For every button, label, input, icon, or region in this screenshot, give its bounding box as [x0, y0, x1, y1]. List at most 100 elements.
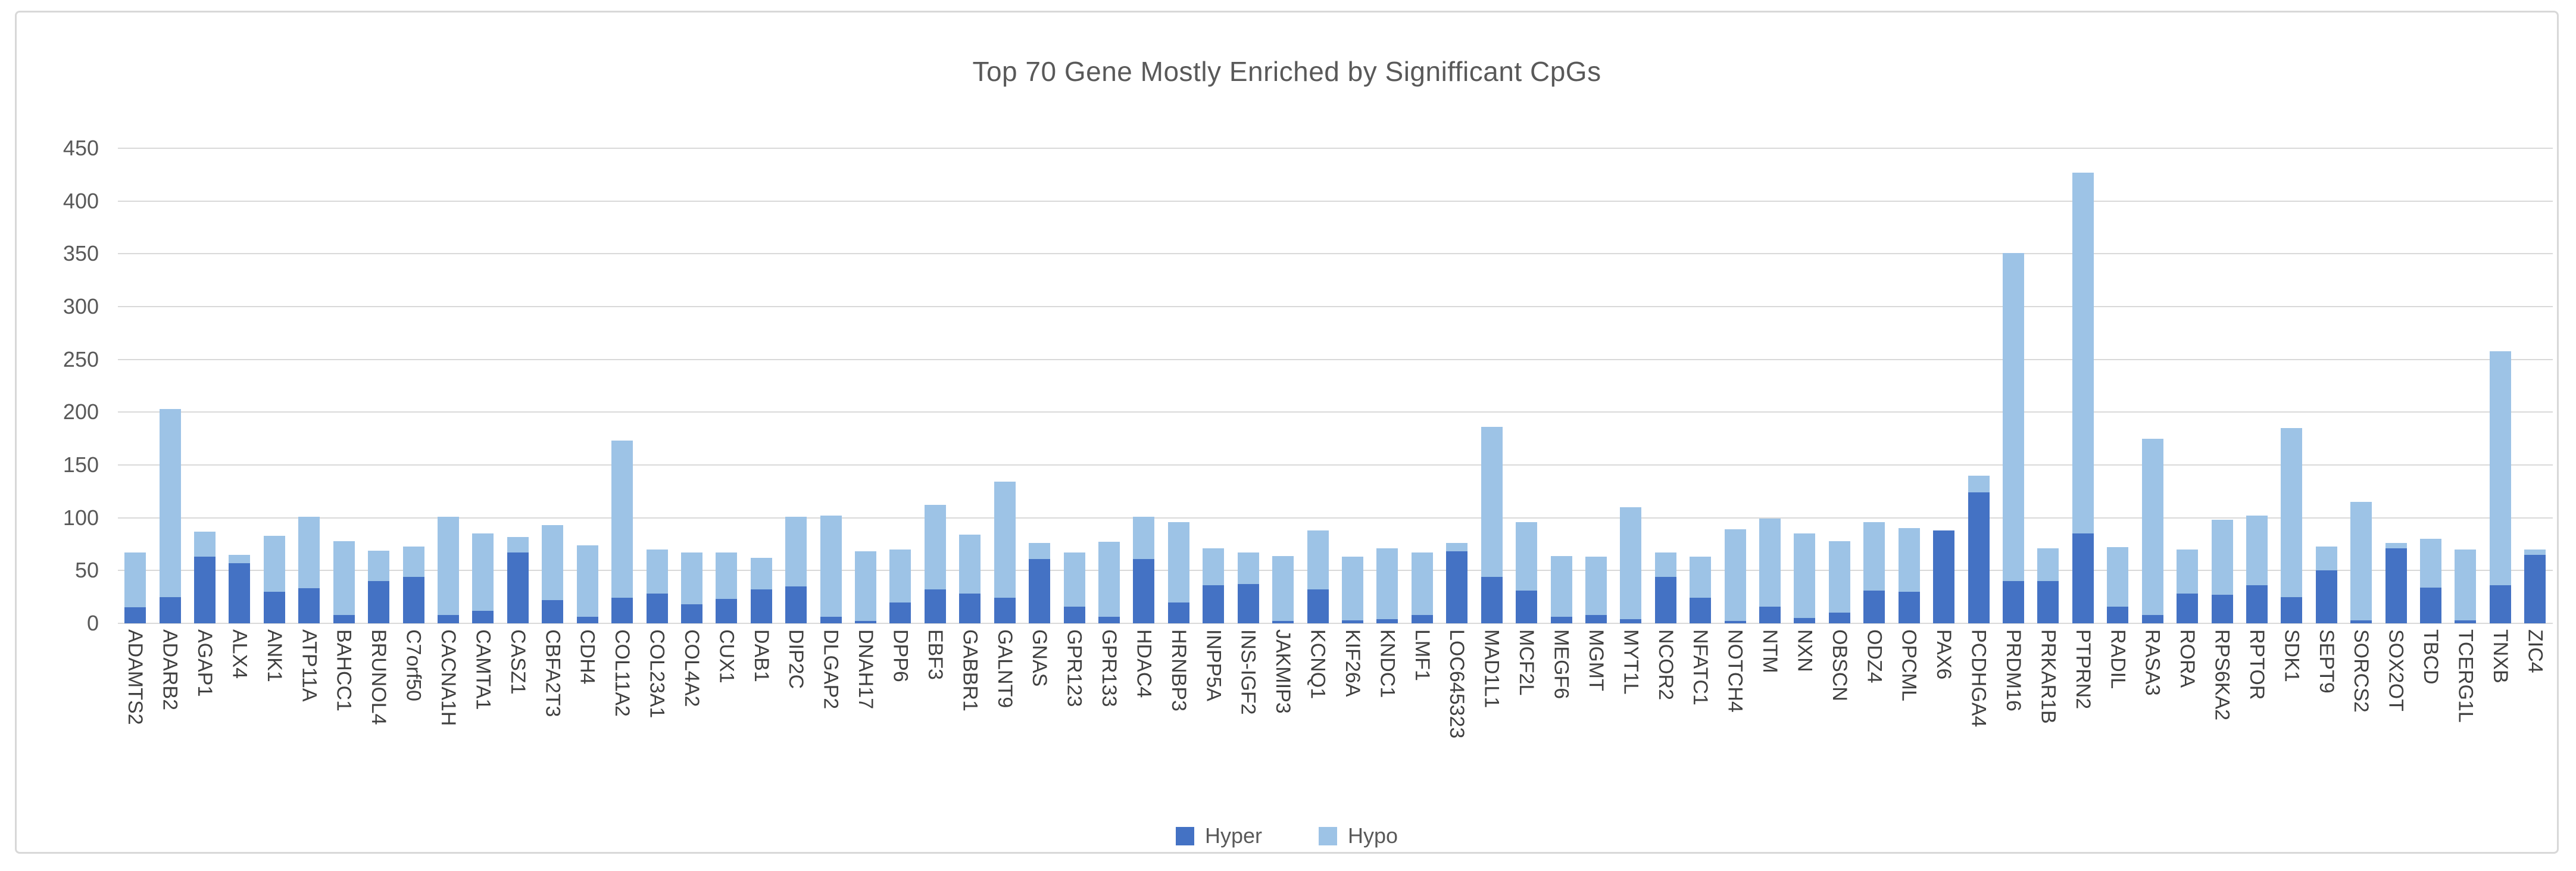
- bar-DPP6-hypo-segment[interactable]: [889, 549, 911, 602]
- bar-DPP6-hyper-segment[interactable]: [889, 602, 911, 623]
- bar-PTPRN2[interactable]: [2072, 172, 2094, 623]
- bar-DIP2C-hyper-segment[interactable]: [785, 586, 807, 623]
- bar-CBFA2T3[interactable]: [542, 525, 564, 623]
- bar-KIF26A-hyper-segment[interactable]: [1341, 620, 1363, 623]
- bar-RADIL-hyper-segment[interactable]: [2107, 606, 2129, 623]
- bar-ODZ4-hyper-segment[interactable]: [1863, 591, 1885, 623]
- bar-OBSCN-hyper-segment[interactable]: [1828, 613, 1850, 623]
- bar-RASA3-hypo-segment[interactable]: [2141, 438, 2163, 615]
- bar-MYT1L-hyper-segment[interactable]: [1620, 619, 1642, 623]
- bar-KNDC1-hyper-segment[interactable]: [1376, 619, 1398, 623]
- legend-item-hyper[interactable]: Hyper: [1175, 823, 1262, 848]
- bar-GNAS-hypo-segment[interactable]: [1029, 543, 1051, 559]
- bar-GNAS-hyper-segment[interactable]: [1029, 558, 1051, 623]
- bar-RORA[interactable]: [2177, 549, 2199, 623]
- bar-OBSCN-hypo-segment[interactable]: [1828, 541, 1850, 613]
- bar-COL11A2-hyper-segment[interactable]: [611, 598, 633, 623]
- bar-RPS6KA2-hypo-segment[interactable]: [2211, 520, 2233, 595]
- bar-GALNT9[interactable]: [994, 482, 1016, 623]
- bar-INS-IGF2[interactable]: [1237, 552, 1259, 623]
- bar-CDH4-hyper-segment[interactable]: [576, 617, 598, 623]
- bar-MEGF6[interactable]: [1550, 555, 1572, 623]
- bar-ANK1-hyper-segment[interactable]: [263, 591, 285, 623]
- bar-PCDHGA4-hypo-segment[interactable]: [1968, 475, 1990, 493]
- bar-RPTOR[interactable]: [2246, 516, 2268, 623]
- bar-CBFA2T3-hyper-segment[interactable]: [542, 600, 564, 623]
- bar-ANK1-hypo-segment[interactable]: [263, 535, 285, 592]
- bar-BAHCC1-hyper-segment[interactable]: [333, 614, 355, 623]
- bar-TBCD[interactable]: [2420, 539, 2442, 623]
- bar-HRNBP3[interactable]: [1167, 522, 1189, 623]
- bar-SORCS2[interactable]: [2350, 502, 2372, 623]
- bar-EBF3[interactable]: [924, 505, 946, 623]
- bar-CAMTA1-hyper-segment[interactable]: [472, 610, 494, 623]
- bar-MYT1L-hypo-segment[interactable]: [1620, 507, 1642, 619]
- bar-COL23A1[interactable]: [646, 549, 668, 623]
- bar-NFATC1-hyper-segment[interactable]: [1690, 598, 1712, 623]
- bar-GNAS[interactable]: [1029, 543, 1051, 623]
- bar-DNAH17[interactable]: [855, 551, 877, 623]
- bar-DAB1-hypo-segment[interactable]: [750, 558, 772, 590]
- bar-GPR133[interactable]: [1098, 542, 1120, 623]
- bar-JAKMIP3[interactable]: [1272, 555, 1294, 623]
- bar-CUX1-hyper-segment[interactable]: [716, 599, 738, 623]
- bar-SEPT9-hyper-segment[interactable]: [2315, 570, 2337, 623]
- bar-NCOR2-hypo-segment[interactable]: [1654, 552, 1676, 577]
- bar-PRDM16-hypo-segment[interactable]: [2002, 252, 2024, 582]
- bar-SEPT9-hypo-segment[interactable]: [2315, 546, 2337, 571]
- bar-CASZ1[interactable]: [507, 536, 529, 623]
- bar-MGMT-hypo-segment[interactable]: [1585, 557, 1607, 615]
- bar-INPP5A-hypo-segment[interactable]: [1203, 548, 1225, 586]
- bar-RPS6KA2-hyper-segment[interactable]: [2211, 595, 2233, 623]
- bar-C7orf50-hypo-segment[interactable]: [402, 546, 424, 577]
- bar-AGAP1[interactable]: [194, 531, 216, 623]
- bar-INS-IGF2-hyper-segment[interactable]: [1237, 584, 1259, 623]
- bar-DLGAP2[interactable]: [820, 516, 842, 623]
- bar-ANK1[interactable]: [263, 535, 285, 623]
- bar-BRUNOL4[interactable]: [368, 550, 390, 623]
- bar-ZIC4-hyper-segment[interactable]: [2524, 554, 2546, 623]
- bar-OPCML-hyper-segment[interactable]: [1898, 591, 1920, 623]
- bar-KCNQ1[interactable]: [1307, 530, 1329, 623]
- bar-SOX2OT[interactable]: [2385, 543, 2407, 623]
- bar-PRDM16[interactable]: [2002, 252, 2024, 623]
- bar-GABBR1-hyper-segment[interactable]: [959, 594, 981, 623]
- bar-RADIL-hypo-segment[interactable]: [2107, 547, 2129, 607]
- bar-TNXB-hypo-segment[interactable]: [2489, 351, 2511, 586]
- bar-RPTOR-hypo-segment[interactable]: [2246, 516, 2268, 586]
- bar-TCERG1L-hyper-segment[interactable]: [2455, 620, 2477, 623]
- bar-C7orf50-hyper-segment[interactable]: [402, 576, 424, 623]
- bar-PAX6[interactable]: [1933, 530, 1955, 623]
- bar-LMF1-hypo-segment[interactable]: [1411, 552, 1433, 615]
- bar-LOC645323[interactable]: [1446, 543, 1468, 623]
- bar-SDK1-hypo-segment[interactable]: [2281, 427, 2303, 597]
- bar-ALX4[interactable]: [229, 554, 251, 623]
- bar-PCDHGA4[interactable]: [1968, 475, 1990, 623]
- bar-SEPT9[interactable]: [2315, 546, 2337, 623]
- bar-ODZ4-hypo-segment[interactable]: [1863, 522, 1885, 591]
- bar-CACNA1H[interactable]: [438, 516, 459, 623]
- bar-CASZ1-hypo-segment[interactable]: [507, 536, 529, 553]
- bar-AGAP1-hyper-segment[interactable]: [194, 557, 216, 623]
- bar-JAKMIP3-hypo-segment[interactable]: [1272, 555, 1294, 622]
- bar-KIF26A[interactable]: [1341, 557, 1363, 623]
- bar-LMF1-hyper-segment[interactable]: [1411, 614, 1433, 623]
- bar-ODZ4[interactable]: [1863, 522, 1885, 623]
- bar-HDAC4-hyper-segment[interactable]: [1133, 558, 1155, 623]
- bar-RORA-hypo-segment[interactable]: [2177, 549, 2199, 594]
- bar-GABBR1[interactable]: [959, 535, 981, 623]
- bar-ZIC4[interactable]: [2524, 549, 2546, 623]
- bar-TBCD-hypo-segment[interactable]: [2420, 539, 2442, 588]
- bar-GABBR1-hypo-segment[interactable]: [959, 535, 981, 594]
- bar-DNAH17-hyper-segment[interactable]: [855, 621, 877, 623]
- bar-GPR133-hypo-segment[interactable]: [1098, 542, 1120, 617]
- bar-MGMT[interactable]: [1585, 557, 1607, 623]
- bar-SORCS2-hyper-segment[interactable]: [2350, 620, 2372, 623]
- bar-RPTOR-hyper-segment[interactable]: [2246, 585, 2268, 623]
- bar-DIP2C[interactable]: [785, 516, 807, 623]
- bar-PAX6-hyper-segment[interactable]: [1933, 530, 1955, 623]
- bar-DLGAP2-hypo-segment[interactable]: [820, 516, 842, 617]
- bar-COL4A2-hyper-segment[interactable]: [680, 604, 702, 623]
- bar-EBF3-hypo-segment[interactable]: [924, 505, 946, 590]
- bar-TNXB-hyper-segment[interactable]: [2489, 585, 2511, 623]
